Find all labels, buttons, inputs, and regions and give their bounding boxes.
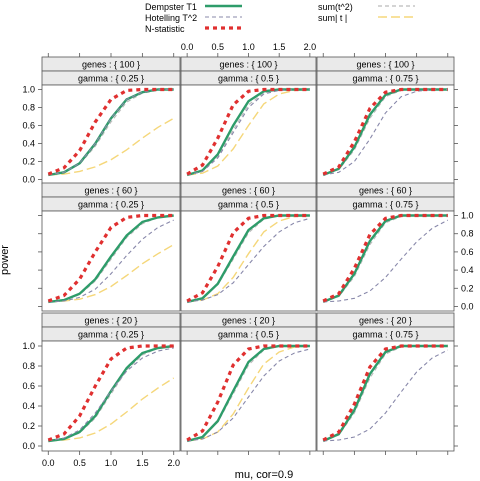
panel: genes : { 100 } gamma : { 0.75 } xyxy=(316,56,455,185)
series-line-n-statistic xyxy=(186,344,310,442)
strip-gamma-label: gamma : { 0.75 } xyxy=(352,330,418,340)
series-line-hotelling-t-2 xyxy=(48,219,174,303)
strip-gamma-label: gamma : { 0.25 } xyxy=(78,200,144,210)
y-tick-label: 0.6 xyxy=(461,247,474,257)
y-tick-label: 0.2 xyxy=(22,421,35,431)
y-tick-label: 0.4 xyxy=(22,139,35,149)
series-line-n-statistic xyxy=(47,344,174,442)
series-line-sum-t- xyxy=(48,377,175,442)
strip-genes-label: genes : { 100 } xyxy=(82,60,140,70)
panel-frame xyxy=(180,340,317,452)
series-line-hotelling-t-2 xyxy=(323,349,449,442)
y-tick-label: 0.8 xyxy=(22,361,35,371)
series-line-n-statistic xyxy=(186,213,310,303)
legend-label: Hotelling T^2 xyxy=(145,13,197,23)
x-axis-label: mu, cor=0.9 xyxy=(235,469,293,481)
series-line-sum-t- xyxy=(48,243,175,303)
strip-gamma-label: gamma : { 0.5 } xyxy=(218,200,279,210)
series-line-n-statistic xyxy=(322,213,448,303)
y-tick-label: 1.0 xyxy=(22,341,35,351)
strip-gamma-label: gamma : { 0.75 } xyxy=(352,74,418,84)
y-tick-label: 0.6 xyxy=(22,381,35,391)
x-tick-label: 0.5 xyxy=(212,42,225,52)
y-tick-label: 0.6 xyxy=(22,121,35,131)
strip-genes-label: genes : { 20 } xyxy=(222,316,275,326)
x-tick-label: 1.0 xyxy=(242,42,255,52)
x-tick-label: 0.0 xyxy=(42,458,55,468)
legend-label: N-statistic xyxy=(145,24,185,34)
legend-label: sum(t^2) xyxy=(318,2,353,12)
strip-genes-label: genes : { 60 } xyxy=(359,186,412,196)
series-line-n-statistic xyxy=(47,87,174,176)
strip-gamma-label: gamma : { 0.25 } xyxy=(78,330,144,340)
legend-label: sum| t | xyxy=(318,13,347,23)
strip-gamma-label: gamma : { 0.5 } xyxy=(218,74,279,84)
series-line-n-statistic xyxy=(47,213,174,303)
series-line-hotelling-t-2 xyxy=(187,348,311,442)
series-line-dempster-t1 xyxy=(48,344,174,443)
axes: 0.0 0.5 1.0 1.5 2.0 0.0 0.5 1.0 1.5 2.0 0.0 0.2 0.4 0… xyxy=(22,42,473,468)
y-tick-label: 0.4 xyxy=(22,401,35,411)
strip-gamma-label: gamma : { 0.25 } xyxy=(78,74,144,84)
panel-frame xyxy=(180,210,317,312)
panel: genes : { 60 } gamma : { 0.25 } xyxy=(41,182,181,312)
y-tick-label: 0.2 xyxy=(22,157,35,167)
x-tick-label: 1.0 xyxy=(105,458,118,468)
panel: genes : { 60 } gamma : { 0.5 } xyxy=(180,182,317,312)
y-tick-label: 0.8 xyxy=(461,229,474,239)
panel: genes : { 100 } gamma : { 0.25 } xyxy=(41,56,181,185)
y-tick-label: 0.0 xyxy=(22,441,35,451)
series-line-n-statistic xyxy=(322,87,448,176)
x-tick-label: 2.0 xyxy=(304,42,317,52)
panel-frame xyxy=(41,210,181,312)
x-tick-label: 2.0 xyxy=(167,458,180,468)
y-axis-label: power xyxy=(0,245,11,275)
x-tick-label: 0.5 xyxy=(73,458,86,468)
series-line-sum-t- xyxy=(48,117,175,176)
y-tick-label: 1.0 xyxy=(461,211,474,221)
x-tick-label: 0.0 xyxy=(181,42,194,52)
y-tick-label: 0.0 xyxy=(22,175,35,185)
strip-gamma-label: gamma : { 0.75 } xyxy=(352,200,418,210)
series-line-sum-t- xyxy=(187,88,310,176)
y-tick-label: 0.4 xyxy=(461,265,474,275)
panel: genes : { 20 } gamma : { 0.75 } xyxy=(316,312,455,452)
y-tick-label: 1.0 xyxy=(22,85,35,95)
panel: genes : { 20 } gamma : { 0.25 } xyxy=(41,312,181,452)
x-tick-label: 1.5 xyxy=(273,42,286,52)
strip-genes-label: genes : { 20 } xyxy=(359,316,412,326)
strip-genes-label: genes : { 20 } xyxy=(84,316,137,326)
strip-genes-label: genes : { 60 } xyxy=(222,186,275,196)
panel: genes : { 100 } gamma : { 0.5 } xyxy=(180,56,317,185)
series-line-n-statistic xyxy=(186,87,310,176)
strip-genes-label: genes : { 100 } xyxy=(219,60,277,70)
y-tick-label: 0.8 xyxy=(22,103,35,113)
strip-genes-label: genes : { 100 } xyxy=(356,60,414,70)
panel-grid: genes : { 100 }gamma : { 0.25 }genes : {… xyxy=(41,56,455,452)
x-tick-label: 1.5 xyxy=(136,458,149,468)
y-tick-label: 0.0 xyxy=(461,301,474,311)
series-line-hotelling-t-2 xyxy=(48,347,174,442)
series-line-n-statistic xyxy=(322,344,448,442)
legend-label: Dempster T1 xyxy=(145,2,197,12)
y-tick-label: 0.2 xyxy=(461,283,474,293)
strip-genes-label: genes : { 60 } xyxy=(84,186,137,196)
panel: genes : { 60 } gamma : { 0.75 } xyxy=(316,182,455,312)
series-line-dempster-t1 xyxy=(48,214,174,304)
strip-gamma-label: gamma : { 0.5 } xyxy=(218,330,279,340)
panel: genes : { 20 } gamma : { 0.5 } xyxy=(180,312,317,452)
